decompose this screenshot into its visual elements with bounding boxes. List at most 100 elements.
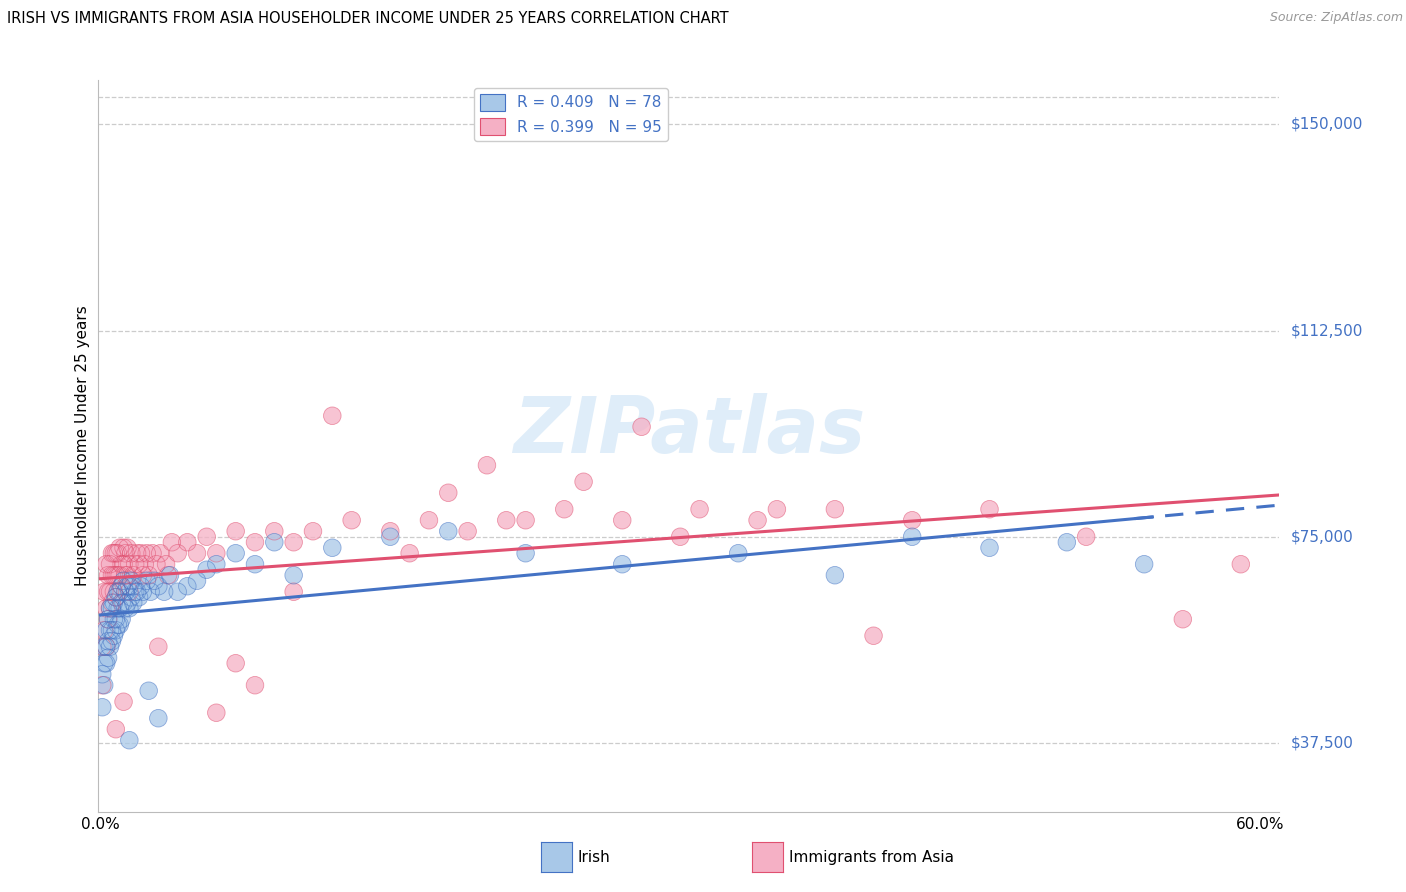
Point bbox=[124, 584, 146, 599]
Point bbox=[166, 584, 188, 599]
Point bbox=[457, 524, 479, 539]
Point bbox=[93, 584, 115, 599]
Point bbox=[138, 683, 160, 698]
Point bbox=[107, 584, 129, 599]
Point bbox=[160, 535, 183, 549]
Point bbox=[108, 568, 131, 582]
Point bbox=[156, 568, 179, 582]
Point bbox=[176, 579, 198, 593]
Point bbox=[112, 695, 135, 709]
Point bbox=[98, 558, 121, 572]
Point bbox=[97, 568, 120, 582]
Point bbox=[104, 723, 127, 737]
Point bbox=[901, 513, 924, 527]
Point bbox=[747, 513, 769, 527]
Point bbox=[225, 546, 247, 560]
Point bbox=[128, 558, 150, 572]
Point bbox=[104, 568, 127, 582]
Point bbox=[108, 617, 131, 632]
Point bbox=[97, 584, 120, 599]
Point bbox=[475, 458, 498, 473]
Point bbox=[101, 596, 124, 610]
Point bbox=[263, 535, 285, 549]
Point bbox=[101, 546, 124, 560]
Point bbox=[125, 546, 148, 560]
Point bbox=[104, 612, 127, 626]
Point bbox=[122, 596, 145, 610]
Point bbox=[110, 558, 132, 572]
Point bbox=[94, 657, 117, 671]
Point bbox=[129, 546, 152, 560]
Point bbox=[108, 617, 131, 632]
Point bbox=[97, 650, 120, 665]
Point bbox=[112, 596, 135, 610]
Point bbox=[437, 485, 460, 500]
Point bbox=[572, 475, 595, 489]
Point bbox=[145, 558, 167, 572]
Point bbox=[107, 568, 129, 582]
Point bbox=[93, 640, 115, 654]
Point bbox=[135, 546, 157, 560]
Point bbox=[91, 640, 114, 654]
Point bbox=[243, 558, 266, 572]
Point bbox=[103, 596, 125, 610]
Point bbox=[97, 568, 120, 582]
Point bbox=[110, 558, 132, 572]
Point bbox=[153, 584, 176, 599]
Point bbox=[103, 629, 125, 643]
Point bbox=[91, 700, 114, 714]
Point bbox=[117, 579, 139, 593]
Point bbox=[979, 502, 1001, 516]
Legend: R = 0.409   N = 78, R = 0.399   N = 95: R = 0.409 N = 78, R = 0.399 N = 95 bbox=[474, 88, 668, 141]
Point bbox=[103, 629, 125, 643]
Point bbox=[120, 591, 142, 605]
Point bbox=[93, 678, 115, 692]
Point bbox=[108, 601, 131, 615]
Point bbox=[124, 584, 146, 599]
Text: $112,500: $112,500 bbox=[1291, 323, 1362, 338]
Point bbox=[118, 601, 141, 615]
Point bbox=[132, 568, 155, 582]
Point bbox=[380, 530, 402, 544]
Point bbox=[824, 502, 846, 516]
Point bbox=[380, 524, 402, 539]
Point bbox=[108, 584, 131, 599]
Point bbox=[263, 535, 285, 549]
Point bbox=[138, 683, 160, 698]
Point bbox=[101, 624, 124, 638]
Point bbox=[195, 563, 218, 577]
Point bbox=[475, 458, 498, 473]
Point bbox=[205, 558, 228, 572]
Point bbox=[112, 558, 135, 572]
Point bbox=[141, 546, 163, 560]
Point bbox=[1133, 558, 1156, 572]
Point bbox=[979, 541, 1001, 555]
Point bbox=[225, 546, 247, 560]
Point bbox=[159, 568, 181, 582]
Point bbox=[94, 624, 117, 638]
Point bbox=[135, 546, 157, 560]
Point bbox=[93, 624, 115, 638]
Point bbox=[104, 546, 127, 560]
Point bbox=[612, 513, 634, 527]
Point bbox=[97, 650, 120, 665]
Point bbox=[612, 558, 634, 572]
Point bbox=[1076, 530, 1098, 544]
Point bbox=[398, 546, 420, 560]
Point bbox=[93, 624, 115, 638]
Point bbox=[103, 596, 125, 610]
Text: $75,000: $75,000 bbox=[1291, 529, 1354, 544]
Point bbox=[98, 584, 121, 599]
Point bbox=[94, 601, 117, 615]
Point bbox=[107, 617, 129, 632]
Text: IRISH VS IMMIGRANTS FROM ASIA HOUSEHOLDER INCOME UNDER 25 YEARS CORRELATION CHAR: IRISH VS IMMIGRANTS FROM ASIA HOUSEHOLDE… bbox=[7, 11, 728, 26]
Point bbox=[97, 612, 120, 626]
Point bbox=[104, 624, 127, 638]
Point bbox=[117, 568, 139, 582]
Point bbox=[135, 574, 157, 588]
Point bbox=[156, 568, 179, 582]
Point bbox=[101, 634, 124, 648]
Point bbox=[437, 485, 460, 500]
Point bbox=[148, 640, 170, 654]
Point bbox=[128, 591, 150, 605]
